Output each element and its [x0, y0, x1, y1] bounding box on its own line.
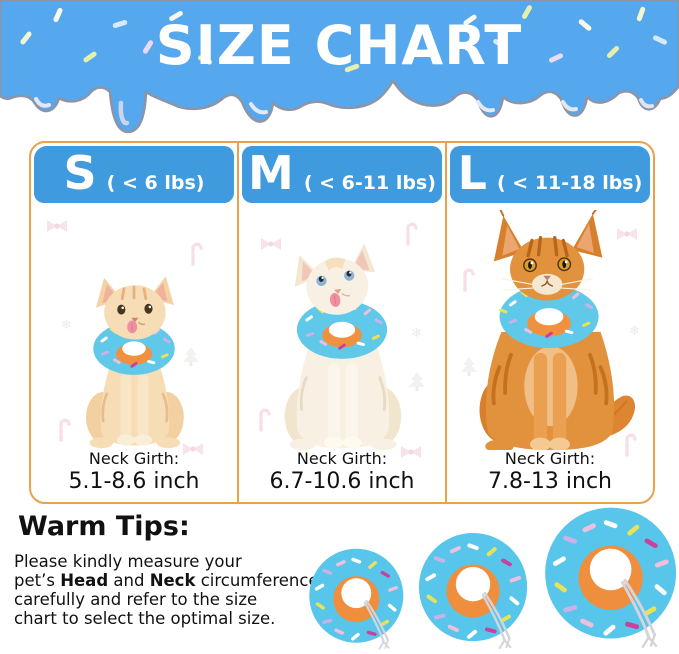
size-header-m: M ( < 6-11 lbs): [242, 146, 442, 203]
donut-collar: [296, 300, 388, 359]
size-letter: L: [457, 146, 487, 200]
cat-medium-photo: [284, 243, 402, 450]
size-column-m: M ( < 6-11 lbs) ❄: [237, 143, 445, 502]
donut-sprinkles: [314, 557, 398, 641]
cat-head: [493, 210, 603, 301]
donut-collar: [93, 322, 175, 375]
warm-tips-line: chart to select the optimal size.: [14, 609, 276, 628]
warm-tips-bold-neck: Neck: [149, 571, 196, 590]
size-cell-s: ❄: [31, 206, 237, 502]
warm-tips-bold-head: Head: [60, 571, 109, 590]
neck-girth-label: Neck Girth:: [504, 449, 596, 468]
cat-head: [294, 243, 376, 315]
donut-sprinkles: [425, 543, 522, 639]
warm-tips-line: pet’s: [14, 571, 61, 590]
drawstring-cord: [481, 591, 512, 650]
size-table: S ( < 6 lbs) ❄: [29, 141, 655, 504]
warm-tips-line: carefully and refer to the size: [14, 590, 258, 609]
bow-decoration: [47, 220, 67, 232]
frosting-drip-graphic: SIZE CHART: [0, 0, 679, 134]
neck-girth-range: 7.8-13 inch: [487, 469, 612, 494]
size-weight-range: ( < 6-11 lbs): [303, 172, 436, 194]
neck-girth-range: 6.7-10.6 inch: [269, 469, 415, 494]
size-column-s: S ( < 6 lbs) ❄: [31, 143, 237, 502]
warm-tips-title: Warm Tips:: [18, 511, 190, 542]
donut-medium-photo: [418, 532, 528, 650]
neck-girth-range: 5.1-8.6 inch: [68, 469, 200, 494]
drawstring-cord: [621, 578, 658, 649]
cat-large-photo: [479, 210, 636, 450]
warm-tips-section: Warm Tips: Please kindly measure your pe…: [14, 511, 324, 628]
drawstring-cord: [363, 599, 390, 650]
size-cell-l: ❄: [447, 206, 653, 502]
neck-girth-block: Neck Girth: 7.8-13 inch: [447, 449, 653, 495]
donut-size-lineup: [300, 504, 679, 654]
donut-sprinkles: [552, 520, 669, 636]
frosting-drip-shape: [0, 0, 679, 134]
neck-girth-block: Neck Girth: 6.7-10.6 inch: [239, 449, 445, 495]
size-header-s: S ( < 6 lbs): [34, 146, 234, 203]
banner-sprinkles: [20, 5, 668, 73]
cat-small-photo: [86, 276, 184, 449]
size-cell-m: ❄: [239, 206, 445, 502]
neck-girth-label: Neck Girth:: [296, 449, 388, 468]
warm-tips-text: Please kindly measure your pet’s Head an…: [14, 552, 319, 628]
cat-head: [95, 276, 174, 340]
size-header-l: L ( < 11-18 lbs): [450, 146, 650, 203]
neck-girth-label: Neck Girth:: [88, 449, 180, 468]
size-weight-range: ( < 6 lbs): [106, 172, 205, 194]
title-banner: SIZE CHART: [0, 0, 679, 140]
neck-girth-block: Neck Girth: 5.1-8.6 inch: [31, 449, 237, 495]
page-title: SIZE CHART: [156, 14, 522, 77]
donut-large-photo: [545, 507, 677, 649]
size-column-l: L ( < 11-18 lbs) ❄: [445, 143, 653, 502]
size-weight-range: ( < 11-18 lbs): [496, 172, 643, 194]
warm-tips-line: Please kindly measure your: [14, 552, 242, 571]
drip-highlights: [34, 97, 654, 126]
size-letter: M: [248, 146, 294, 200]
size-letter: S: [63, 146, 97, 200]
donut-small-photo: [309, 548, 404, 650]
